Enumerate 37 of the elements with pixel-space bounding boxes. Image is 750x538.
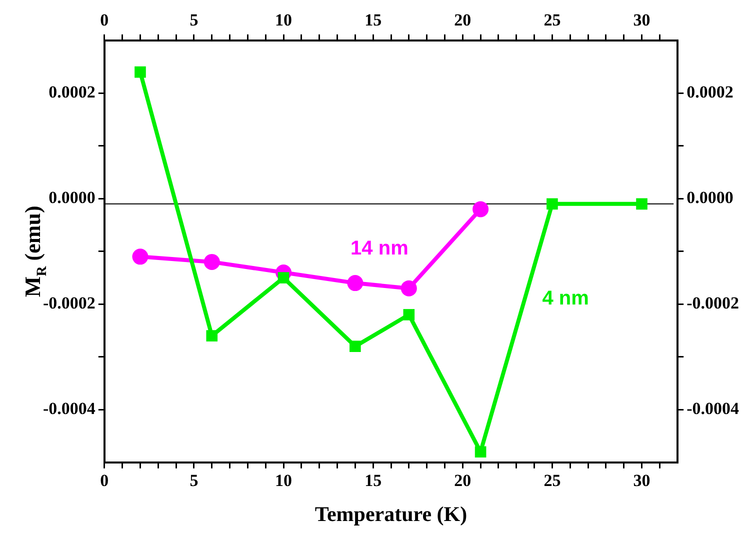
y2-tick-label: -0.0002 xyxy=(686,294,740,313)
x-axis-title: Temperature (K) xyxy=(314,502,468,526)
x-tick-label: 30 xyxy=(633,470,650,490)
x2-tick-label: 25 xyxy=(544,10,561,30)
x-tick-label: 0 xyxy=(100,470,109,490)
point xyxy=(134,66,146,78)
x-tick-label: 10 xyxy=(275,470,292,490)
x2-tick-label: 5 xyxy=(190,10,198,30)
point xyxy=(400,280,417,296)
point xyxy=(636,198,648,210)
x2-tick-label: 20 xyxy=(454,10,472,30)
y-tick-label: -0.0004 xyxy=(42,399,96,418)
point xyxy=(204,254,220,270)
point xyxy=(132,248,148,265)
point xyxy=(206,330,218,342)
point xyxy=(546,198,558,210)
point xyxy=(403,309,415,320)
x2-tick-label: 15 xyxy=(364,10,382,30)
y-tick-label: 0.0000 xyxy=(48,188,96,208)
point xyxy=(278,272,290,284)
x2-tick-label: 30 xyxy=(633,10,650,30)
x2-tick-label: 0 xyxy=(100,10,109,30)
point xyxy=(472,201,489,218)
point xyxy=(474,446,486,458)
series-label: 4 nm xyxy=(542,287,589,310)
y2-tick-label: 0.0000 xyxy=(686,188,734,208)
y2-tick-label: 0.0002 xyxy=(686,82,734,102)
x-tick-label: 15 xyxy=(364,470,382,490)
y2-tick-label: -0.0004 xyxy=(686,399,740,418)
point xyxy=(347,275,364,292)
x-tick-label: 20 xyxy=(454,470,472,490)
x-tick-label: 25 xyxy=(544,470,561,490)
series-label: 14 nm xyxy=(350,238,408,260)
x2-tick-label: 10 xyxy=(275,10,292,30)
point xyxy=(350,340,361,352)
y-tick-label: 0.0002 xyxy=(48,82,96,102)
x-tick-label: 5 xyxy=(190,470,198,490)
